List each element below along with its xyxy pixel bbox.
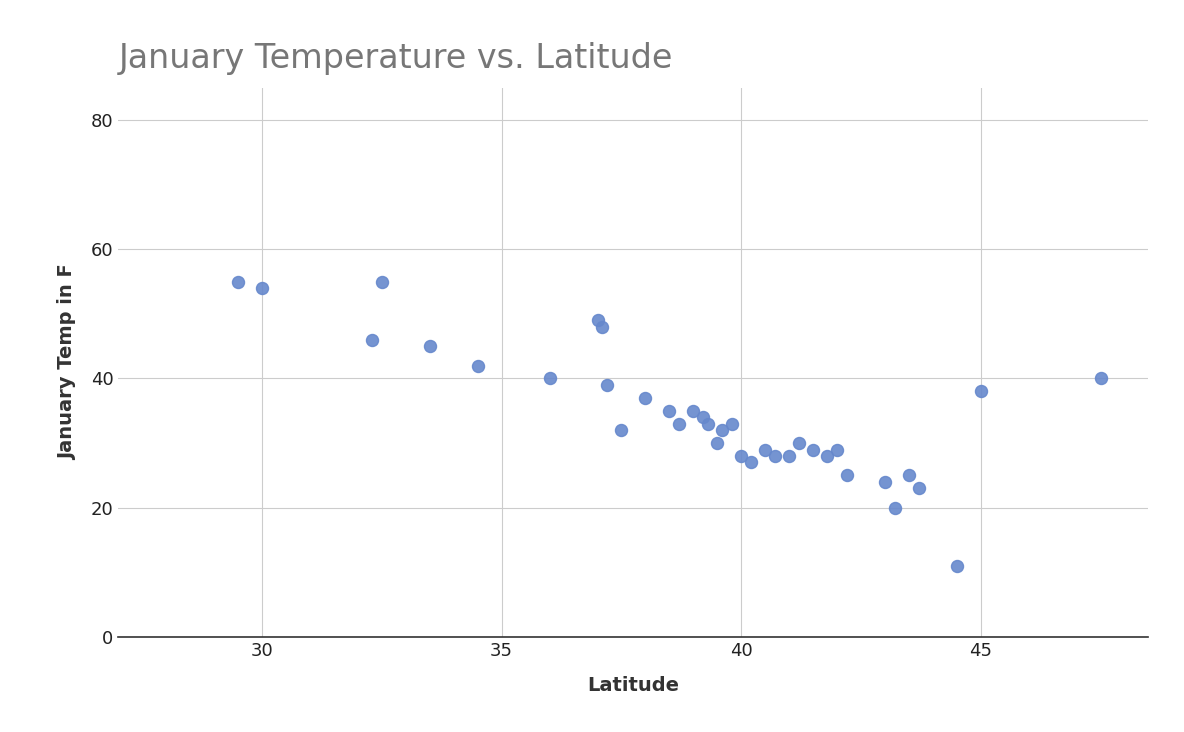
Point bbox=[837, 469, 856, 481]
Point bbox=[373, 276, 392, 288]
Point bbox=[755, 444, 774, 455]
Point bbox=[804, 444, 823, 455]
Point bbox=[588, 315, 607, 326]
Point bbox=[229, 276, 247, 288]
Point bbox=[612, 425, 631, 436]
Point bbox=[252, 283, 271, 294]
Point bbox=[659, 405, 678, 417]
Point bbox=[420, 340, 439, 352]
Point bbox=[669, 418, 688, 430]
Point bbox=[790, 437, 809, 449]
Point bbox=[780, 450, 799, 462]
Point bbox=[765, 450, 784, 462]
Point bbox=[468, 359, 487, 371]
Point bbox=[947, 560, 966, 572]
Point bbox=[818, 450, 837, 462]
Point bbox=[593, 321, 612, 332]
Point bbox=[732, 450, 751, 462]
Point bbox=[828, 444, 847, 455]
Point bbox=[699, 418, 718, 430]
Point bbox=[362, 334, 381, 346]
Point bbox=[1092, 373, 1111, 384]
Point bbox=[636, 392, 655, 404]
X-axis label: Latitude: Latitude bbox=[587, 676, 680, 695]
Point bbox=[722, 418, 741, 430]
Point bbox=[708, 437, 727, 449]
Point bbox=[694, 411, 713, 423]
Point bbox=[886, 502, 905, 514]
Point bbox=[684, 405, 703, 417]
Point bbox=[85, 198, 104, 210]
Point bbox=[598, 379, 617, 391]
Point bbox=[540, 373, 559, 384]
Text: January Temperature vs. Latitude: January Temperature vs. Latitude bbox=[118, 42, 673, 75]
Point bbox=[713, 425, 732, 436]
Y-axis label: January Temp in F: January Temp in F bbox=[58, 264, 77, 460]
Point bbox=[875, 476, 894, 488]
Point bbox=[900, 469, 919, 481]
Point bbox=[971, 386, 990, 397]
Point bbox=[741, 457, 760, 468]
Point bbox=[909, 482, 928, 494]
